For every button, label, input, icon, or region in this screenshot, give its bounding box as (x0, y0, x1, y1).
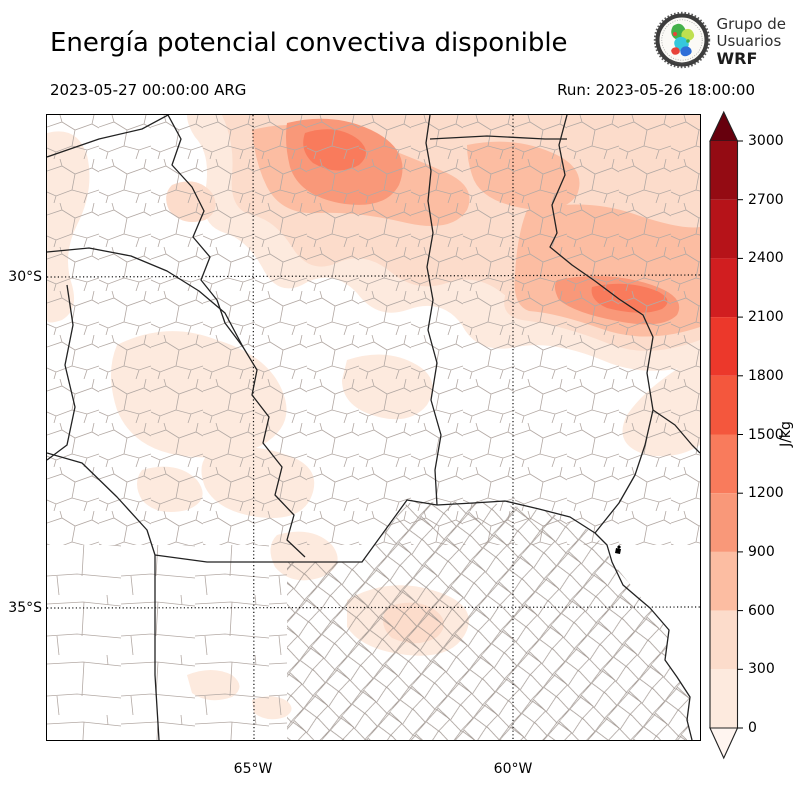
colorbar-tick-1500: 1500 (748, 427, 784, 443)
graticule (47, 115, 700, 740)
colorbar-tick-300: 300 (748, 661, 775, 677)
wrf-logo: Grupo de Usuarios WRF (653, 10, 786, 72)
cape-map-svg (47, 115, 700, 740)
wrf-logo-text: Grupo de Usuarios WRF (716, 14, 786, 68)
colorbar-tick-600: 600 (748, 603, 775, 619)
lon-label-60w: 60°W (493, 761, 533, 777)
colorbar-tick-2700: 2700 (748, 192, 784, 208)
colorbar (706, 110, 746, 765)
colorbar-unit-label: J/kg (778, 421, 794, 447)
logo-line-3: WRF (716, 48, 758, 68)
logo-line-2: Usuarios (716, 31, 782, 50)
logo-line-1: Grupo de (716, 14, 786, 33)
department-boundaries (47, 115, 700, 740)
colorbar-tick-2400: 2400 (748, 250, 784, 266)
colorbar-tick-1200: 1200 (748, 485, 784, 501)
valid-time-label: 2023-05-27 00:00:00 ARG (50, 81, 247, 99)
colorbar-tick-3000: 3000 (748, 133, 784, 149)
colorbar-under-arrow (709, 727, 739, 760)
wrf-logo-emblem-icon (654, 11, 711, 69)
page-title: Energía potencial convectiva disponible (50, 28, 568, 58)
run-time-label: Run: 2023-05-26 18:00:00 (557, 81, 755, 99)
city-marker-icon (615, 545, 621, 554)
colorbar-tick-2100: 2100 (748, 309, 784, 325)
colorbar-tick-1800: 1800 (748, 368, 784, 384)
lat-label-30s: 30°S (8, 269, 42, 285)
colorbar-svg (709, 110, 743, 760)
colorbar-over-arrow (709, 110, 739, 142)
province-boundaries (47, 115, 700, 740)
map-area (46, 114, 701, 741)
lat-label-35s: 35°S (8, 600, 42, 616)
colorbar-tick-0: 0 (748, 720, 757, 736)
colorbar-tick-900: 900 (748, 544, 775, 560)
lon-label-65w: 65°W (233, 761, 273, 777)
colorbar-ticks (737, 140, 743, 729)
